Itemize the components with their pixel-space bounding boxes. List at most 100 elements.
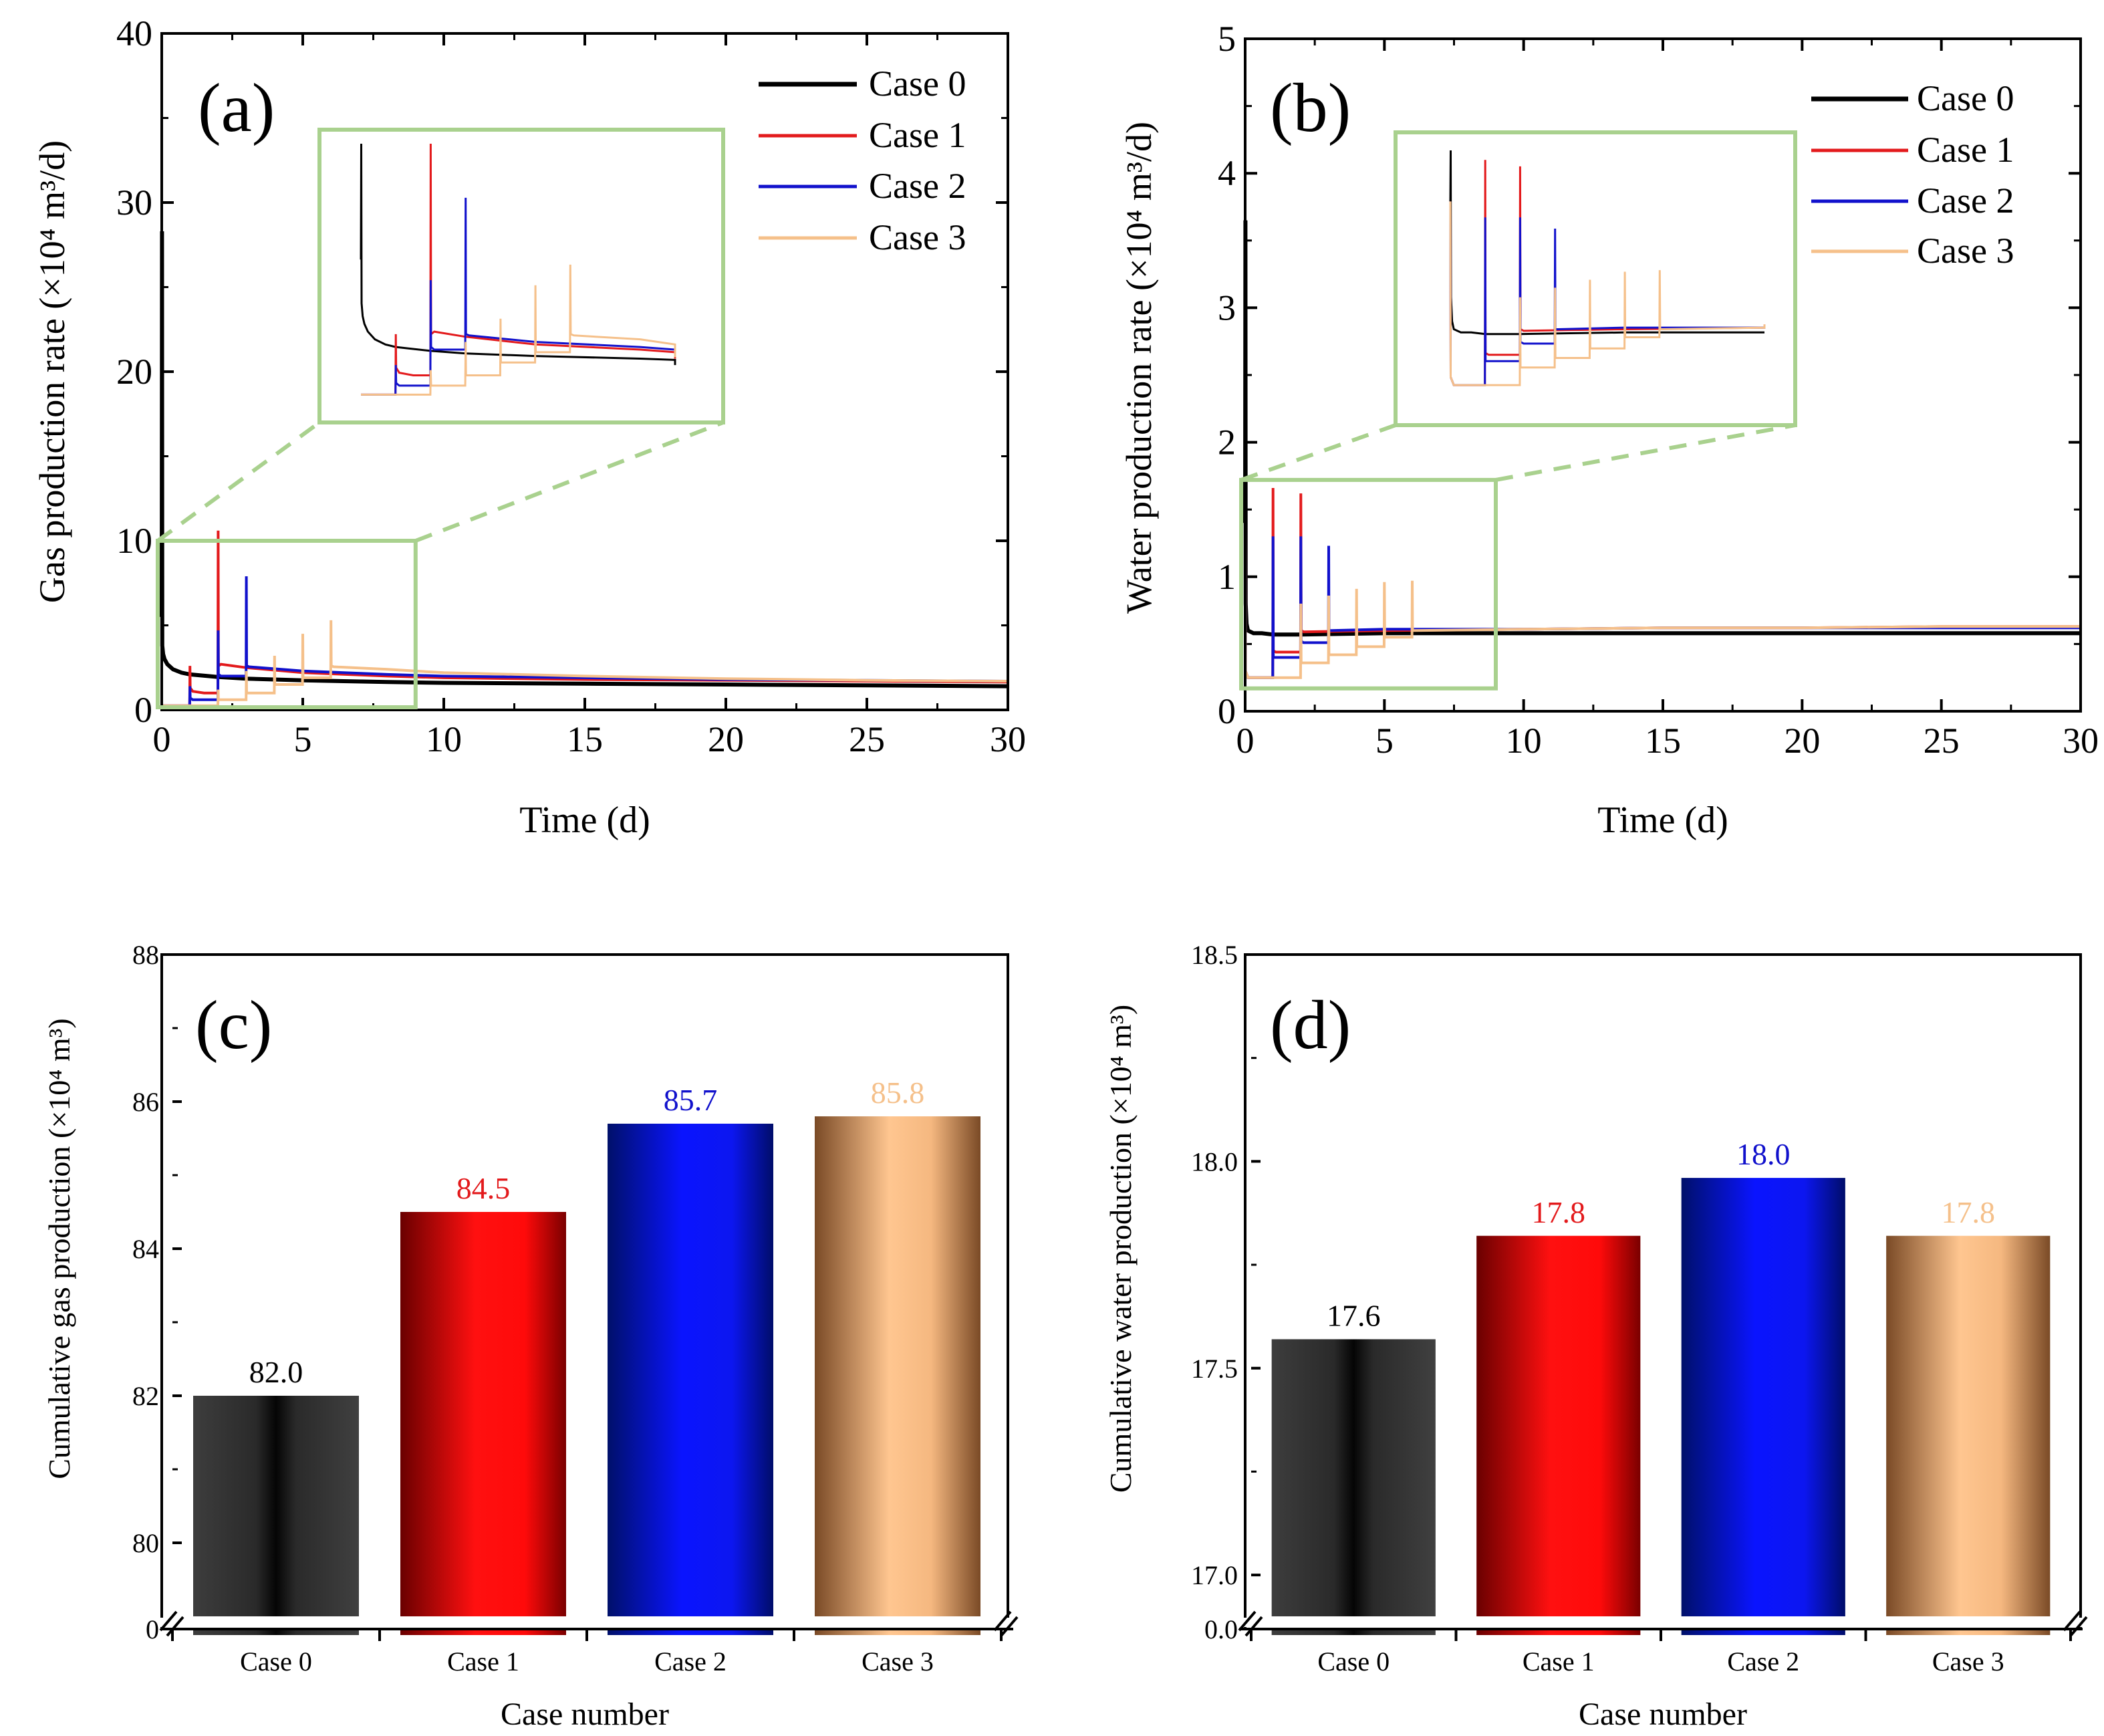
series-line-case1 (1244, 487, 2081, 679)
y-tick-label: 17.5 (1191, 1354, 1238, 1384)
series-line-case2 (162, 576, 1009, 707)
panel-b: 0 5 10 15 20 25 30 0 1 2 3 4 5 (b) Case 0 Case 1 Cas… (1119, 19, 2099, 841)
legend-case0: Case 0 (1917, 78, 2014, 118)
y-tick-label: 3 (1218, 287, 1236, 328)
x-tick-label: 5 (294, 719, 312, 759)
y-tick-label: 0 (134, 690, 152, 730)
y-tick-label-zero: 0 (146, 1614, 159, 1644)
inset-line-case3 (361, 264, 676, 396)
bar-value-label: 84.5 (456, 1171, 511, 1205)
y-tick-label: 4 (1218, 153, 1236, 193)
bar-stub-2 (1681, 1628, 1845, 1635)
axis-break-mark-right (993, 1610, 1019, 1637)
x-tick-label: 15 (567, 719, 603, 759)
panel-a-ylabel: Gas production rate (×10⁴ m³/d) (32, 140, 72, 603)
panel-a-series (160, 231, 1009, 707)
x-tick-label: 10 (1506, 721, 1542, 761)
panel-b-label: (b) (1270, 70, 1351, 146)
y-tick-label: 5 (1218, 19, 1236, 59)
inset-line-case1 (361, 143, 676, 396)
y-tick-label: 82 (132, 1381, 159, 1411)
axis-break-mark-right (2063, 1610, 2088, 1637)
inset-frame (1394, 130, 1797, 427)
bar-stub-0 (193, 1628, 359, 1635)
x-tick-label: 0 (1236, 721, 1255, 761)
panel-b-legend: Case 0 Case 1 Case 2 Case 3 (1811, 78, 2014, 271)
category-label: Case 3 (1932, 1646, 2004, 1677)
legend-case2: Case 2 (869, 166, 966, 206)
x-tick-label: 25 (1924, 721, 1960, 761)
y-tick-label: 0 (1218, 691, 1236, 731)
inset-line-case2 (1449, 201, 1766, 386)
y-tick-label: 20 (116, 352, 152, 392)
panel-b-plot-frame (1244, 37, 2082, 713)
y-tick-label: 2 (1218, 422, 1236, 463)
panel-a: 0 5 10 15 20 25 30 0 10 20 30 40 (a) Case 0 Case 1 … (32, 13, 1026, 841)
legend-case3: Case 3 (1917, 231, 2014, 271)
panel-c-label: (c) (195, 987, 272, 1064)
series-line-case2 (1244, 523, 2081, 679)
bar-value-label: 85.8 (871, 1076, 925, 1110)
bar-value-label: 82.0 (249, 1355, 303, 1389)
inset-line-case1 (1449, 160, 1766, 386)
bar-stub-3 (815, 1628, 980, 1635)
zoom-link-right (1495, 423, 1796, 482)
panel-a-label: (a) (198, 70, 275, 146)
panel-c: 82.0 84.5 85.7 85.8 Case 0 Case 1 Case 2 Case … (42, 940, 1019, 1732)
zoom-link-left (1240, 423, 1397, 482)
bar-1 (1476, 1235, 1641, 1616)
axis-break-mark-left (159, 1610, 184, 1637)
panel-a-legend: Case 0 Case 1 Case 2 Case 3 (759, 64, 966, 257)
inset-line-case2 (361, 197, 676, 396)
series-line-case0 (1243, 220, 2081, 637)
y-tick-label: 84 (132, 1234, 159, 1264)
bar-value-label: 17.6 (1327, 1298, 1381, 1332)
bar-1 (400, 1212, 566, 1616)
x-tick-label: 20 (1784, 721, 1820, 761)
category-label: Case 0 (1317, 1646, 1390, 1677)
bar-stub-0 (1271, 1628, 1436, 1635)
x-tick-label: 15 (1645, 721, 1681, 761)
x-tick-label: 10 (426, 719, 462, 759)
y-tick-label: 17.0 (1191, 1560, 1238, 1590)
series-line-case3 (1244, 523, 2081, 679)
bar-0 (193, 1396, 359, 1616)
bar-3 (1886, 1235, 2051, 1616)
category-label: Case 0 (240, 1646, 312, 1677)
bar-value-label: 85.7 (664, 1083, 718, 1117)
inset-frame (317, 128, 725, 424)
inset-line-case0 (360, 143, 676, 366)
panel-d-ylabel: Cumulative water production (×10⁴ m³) (1103, 1005, 1138, 1493)
bar-value-label: 17.8 (1942, 1195, 1996, 1229)
category-label: Case 2 (1727, 1646, 1799, 1677)
bar-value-label: 18.0 (1736, 1137, 1791, 1171)
y-tick-label: 1 (1218, 557, 1236, 597)
panel-a-xlabel: Time (d) (519, 799, 650, 841)
category-label: Case 2 (654, 1646, 727, 1677)
y-tick-label: 86 (132, 1087, 159, 1117)
y-tick-label: 18.0 (1191, 1146, 1238, 1176)
legend-case3: Case 3 (869, 217, 966, 257)
inset-series (360, 143, 676, 396)
y-tick-label-zero: 0.0 (1204, 1614, 1238, 1644)
x-tick-label: 5 (1375, 721, 1394, 761)
panel-d-xlabel: Case number (1579, 1697, 1747, 1732)
panel-a-plot-frame (160, 32, 1009, 711)
bar-2 (608, 1124, 773, 1616)
inset-line-case0 (1449, 150, 1764, 336)
legend-case1: Case 1 (869, 115, 966, 155)
series-line-case3 (162, 620, 1009, 707)
panel-c-xlabel: Case number (501, 1697, 669, 1732)
axis-break-mark-left (1238, 1610, 1263, 1637)
panel-b-series (1243, 220, 2081, 679)
inset-line-case3 (1449, 201, 1766, 386)
x-tick-label: 30 (2063, 721, 2099, 761)
zoom-region-box (156, 539, 418, 709)
bar-stub-1 (1476, 1628, 1641, 1635)
panel-b-ylabel: Water production rate (×10⁴ m³/d) (1119, 122, 1159, 614)
category-label: Case 1 (1523, 1646, 1595, 1677)
bar-stub-1 (400, 1628, 566, 1635)
legend-case1: Case 1 (1917, 130, 2014, 170)
zoom-region-box (1239, 477, 1498, 691)
x-tick-label: 25 (849, 719, 885, 759)
